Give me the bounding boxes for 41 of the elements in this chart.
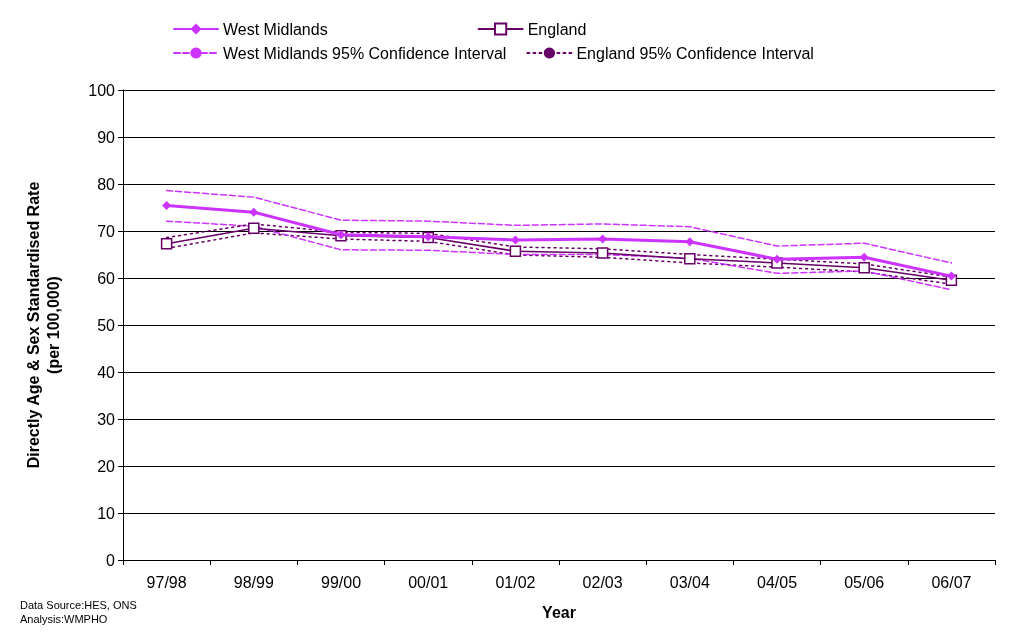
point [946, 271, 956, 281]
x-tick-label: 98/99 [233, 573, 274, 591]
y-tick-label: 20 [97, 457, 116, 475]
y-tick-label: 60 [97, 269, 116, 287]
y-tick-label: 100 [88, 81, 116, 99]
point [162, 201, 172, 211]
point [160, 237, 173, 250]
line-series [165, 189, 953, 264]
y-tick-label: 40 [97, 363, 116, 381]
x-tick-label: 97/98 [146, 573, 187, 591]
legend-label: West Midlands 95% Confidence Interval [223, 44, 507, 62]
y-tick-label: 30 [97, 410, 116, 428]
x-tick-label: 01/02 [495, 573, 536, 591]
point [684, 252, 696, 265]
text: Analysis:WMPHO [20, 612, 108, 625]
legend-label: England 95% Confidence Interval [576, 44, 814, 62]
y-tick-label: 90 [97, 128, 116, 146]
point [772, 254, 782, 264]
x-axis-title: Year [542, 603, 576, 621]
x-tick-label: 05/06 [844, 573, 885, 591]
y-tick-label: 0 [106, 551, 116, 569]
point [596, 247, 609, 259]
x-tick-label: 99/00 [320, 573, 362, 591]
y-tick-label: 70 [97, 222, 116, 240]
y-axis-title: Directly Age & Sex Standardised Rate (per 100,000) [24, 181, 62, 469]
x-tick-label: 00/01 [408, 573, 449, 591]
point [858, 261, 870, 274]
x-tick-label: 06/07 [931, 573, 972, 591]
point [685, 237, 695, 247]
point [509, 245, 522, 257]
y-tick-label: 10 [97, 504, 116, 522]
x-tick-label: 04/05 [756, 573, 798, 591]
y-tick-label: 50 [97, 316, 116, 334]
x-tick-label: 02/03 [582, 573, 623, 591]
x-tick-label: 03/04 [669, 573, 710, 591]
point [248, 222, 260, 234]
legend-label: West Midlands [223, 20, 328, 38]
legend-label: England [527, 20, 587, 38]
source-note: Data Source:HES, ONS [20, 598, 137, 611]
point [249, 207, 259, 217]
y-tick-label: 80 [97, 175, 116, 193]
